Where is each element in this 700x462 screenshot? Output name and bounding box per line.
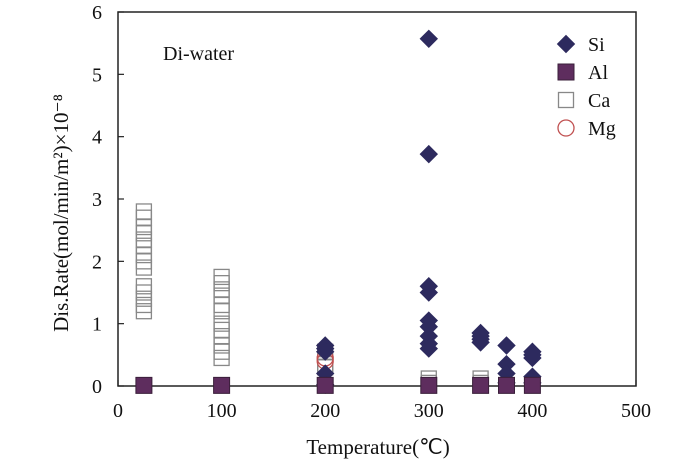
si-point	[471, 333, 490, 352]
si-point	[419, 339, 439, 358]
data-marks	[135, 29, 542, 394]
si-point	[419, 29, 439, 49]
x-tick-label: 400	[517, 400, 547, 422]
x-tick-label: 200	[310, 400, 340, 422]
x-axis-title: Temperature(℃)	[306, 435, 449, 459]
si-point	[419, 283, 439, 302]
x-tick-label: 0	[113, 400, 123, 422]
ca-point	[213, 349, 230, 367]
series-ca	[135, 203, 489, 392]
ca-point	[213, 321, 230, 339]
condition-label: Di-water	[163, 43, 234, 65]
legend-marker-al	[557, 63, 575, 81]
si-point	[497, 336, 516, 355]
y-tick-label: 3	[92, 189, 102, 211]
ca-point	[135, 259, 153, 276]
legend-label-mg: Mg	[588, 118, 616, 140]
si-point	[315, 342, 335, 361]
axis-ticks: 0 100 200 300 400 500 0 1 2 3 4 5 6	[92, 2, 651, 422]
y-tick-label: 5	[92, 64, 102, 86]
y-tick-label: 0	[92, 376, 102, 398]
series-si	[315, 29, 542, 394]
x-tick-label: 100	[207, 400, 237, 422]
ca-point	[135, 209, 153, 226]
ca-point	[135, 253, 153, 270]
al-point	[472, 376, 490, 394]
al-point	[523, 376, 541, 394]
al-point	[316, 376, 334, 394]
y-axis-title: Dis.Rate(mol/min/m²)×10⁻⁸	[49, 94, 73, 332]
legend-label-ca: Ca	[588, 90, 610, 112]
ca-point	[213, 343, 230, 360]
al-point	[135, 376, 153, 394]
ca-point	[135, 303, 153, 320]
al-point	[498, 376, 515, 394]
series-al	[135, 376, 541, 394]
ca-point	[213, 296, 230, 314]
x-tick-label: 500	[621, 400, 651, 422]
si-point	[419, 144, 439, 164]
al-point	[213, 376, 231, 394]
ca-point	[213, 303, 230, 320]
y-tick-label: 1	[92, 314, 102, 336]
legend-label-al: Al	[588, 62, 608, 84]
si-point	[523, 348, 542, 368]
legend: Si Al Ca Mg	[556, 34, 616, 140]
al-point	[420, 376, 438, 394]
y-tick-label: 4	[92, 127, 102, 149]
x-tick-label: 300	[414, 400, 444, 422]
y-tick-label: 2	[92, 251, 102, 273]
ca-point	[135, 203, 153, 220]
legend-marker-ca	[557, 91, 575, 109]
legend-marker-mg	[557, 119, 575, 137]
legend-label-si: Si	[588, 34, 605, 56]
legend-marker-si	[556, 34, 576, 54]
y-tick-label: 6	[92, 2, 102, 24]
